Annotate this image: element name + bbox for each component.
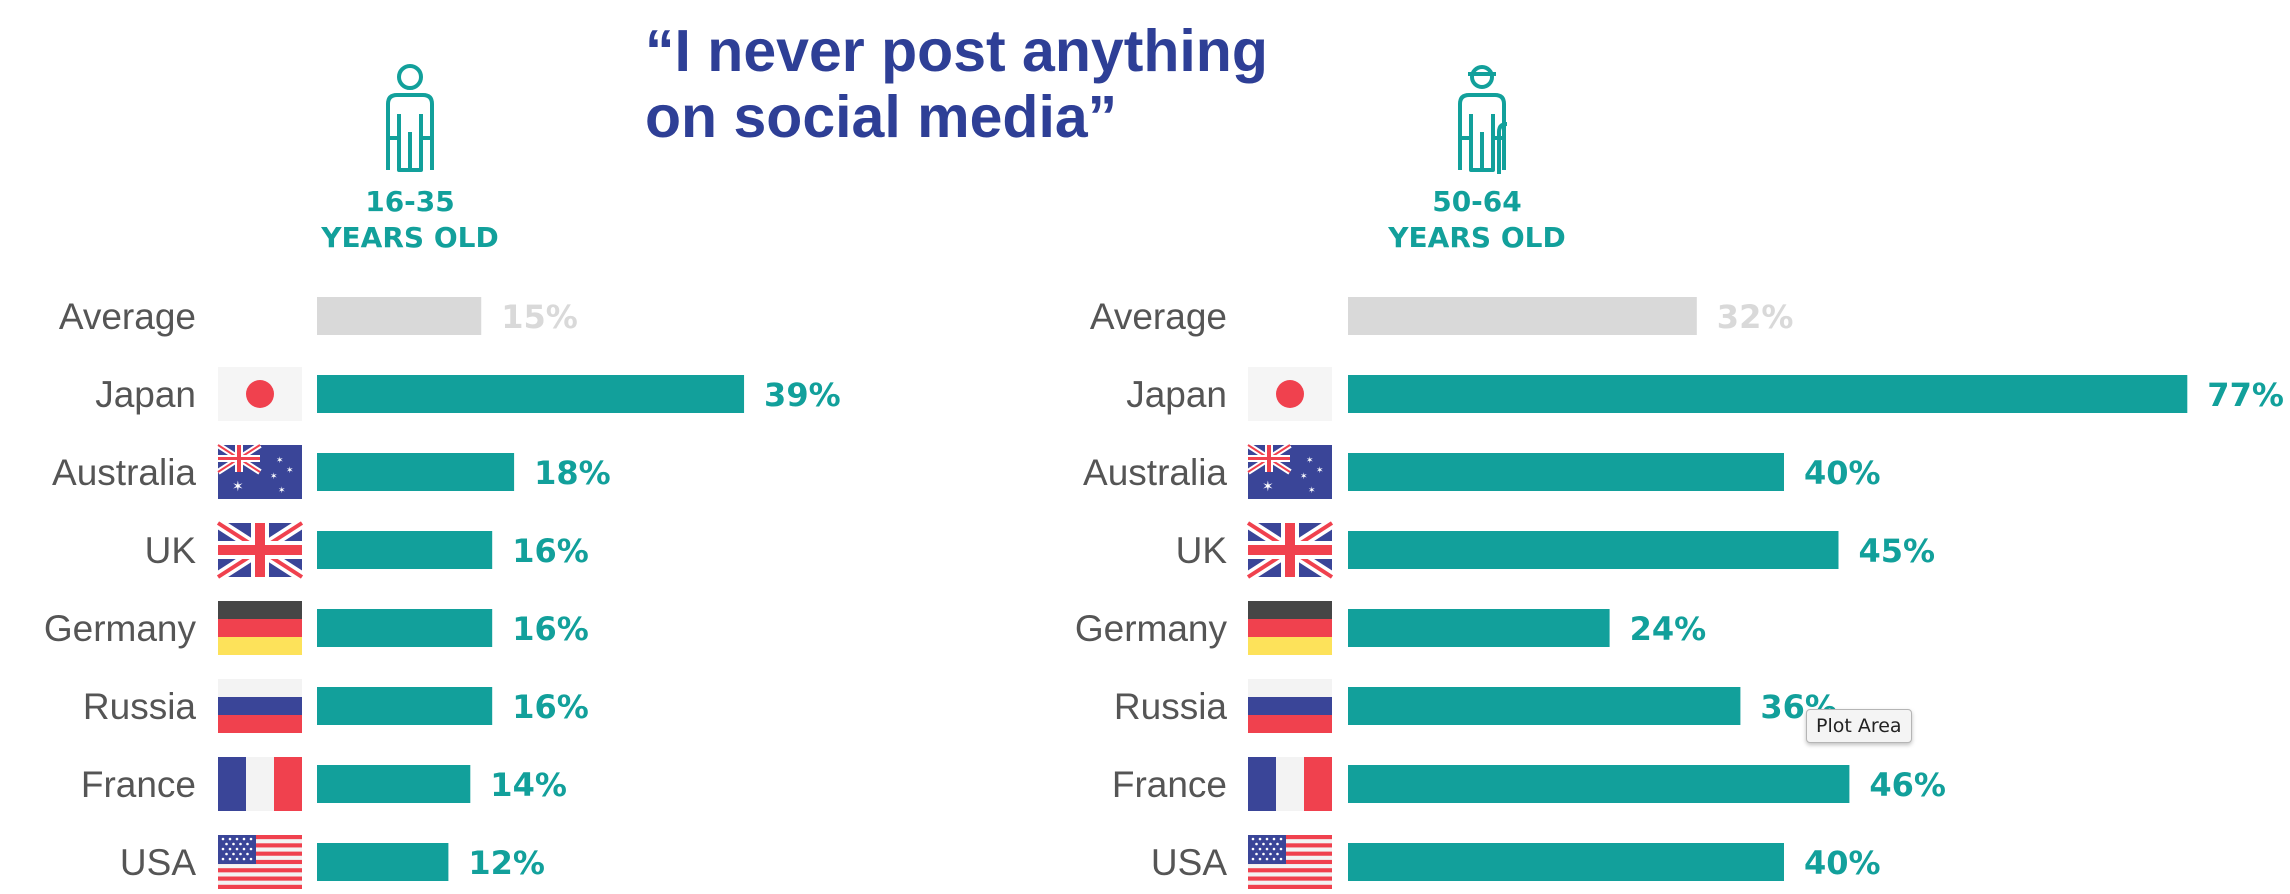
bar-australia	[317, 453, 515, 491]
category-label-australia: Australia	[52, 452, 196, 493]
category-label-germany: Germany	[1075, 608, 1228, 649]
plot-area-tooltip: Plot Area	[1806, 709, 1912, 743]
usa-flag-icon	[1248, 835, 1332, 889]
category-label-uk: UK	[145, 530, 197, 571]
bar-average	[317, 297, 482, 335]
age-range-right: 50-64	[1432, 185, 1522, 218]
value-label-japan: 39%	[764, 376, 841, 414]
chart-50-64: Average 32% Japan 77% Australia 40% UK 45% Germa…	[1075, 296, 2284, 889]
bar-japan	[1348, 375, 2188, 413]
bar-usa	[317, 843, 449, 881]
category-label-japan: Japan	[95, 374, 196, 415]
bar-germany	[317, 609, 493, 647]
age-suffix-left: YEARS OLD	[321, 221, 499, 254]
category-label-germany: Germany	[44, 608, 197, 649]
australia-flag-icon	[218, 445, 302, 499]
category-label-usa: USA	[1151, 842, 1227, 883]
older-person-with-cane-icon	[1458, 65, 1508, 174]
value-label-australia: 18%	[534, 454, 611, 492]
value-label-usa: 40%	[1804, 844, 1881, 882]
age-group-left: 16-35 YEARS OLD	[260, 184, 560, 256]
value-label-uk: 16%	[512, 532, 589, 570]
uk-flag-icon	[1248, 523, 1332, 577]
category-label-russia: Russia	[1114, 686, 1228, 727]
japan-flag-icon	[1248, 367, 1332, 421]
bar-germany	[1348, 609, 1610, 647]
value-label-usa: 12%	[468, 844, 545, 882]
value-label-france: 14%	[490, 766, 567, 804]
category-label-usa: USA	[120, 842, 196, 883]
age-group-right: 50-64 YEARS OLD	[1327, 184, 1627, 256]
value-label-japan: 77%	[2207, 376, 2284, 414]
value-label-average: 15%	[501, 298, 578, 336]
age-range-left: 16-35	[365, 185, 455, 218]
value-label-average: 32%	[1717, 298, 1794, 336]
japan-flag-icon	[218, 367, 302, 421]
germany-flag-icon	[218, 601, 302, 655]
bar-japan	[317, 375, 745, 413]
young-person-icon	[386, 64, 434, 172]
bar-russia	[1348, 687, 1741, 725]
chart-title: “I never post anything on social media”	[645, 18, 1268, 150]
category-label-france: France	[1112, 764, 1227, 805]
category-label-russia: Russia	[83, 686, 197, 727]
australia-flag-icon	[1248, 445, 1332, 499]
value-label-germany: 16%	[512, 610, 589, 648]
value-label-uk: 45%	[1859, 532, 1936, 570]
bar-uk	[1348, 531, 1839, 569]
category-label-average: Average	[59, 296, 196, 337]
category-label-france: France	[81, 764, 196, 805]
category-label-uk: UK	[1176, 530, 1228, 571]
value-label-australia: 40%	[1804, 454, 1881, 492]
france-flag-icon	[1248, 757, 1332, 811]
usa-flag-icon	[218, 835, 302, 889]
age-suffix-right: YEARS OLD	[1388, 221, 1566, 254]
bar-russia	[317, 687, 493, 725]
title-line-2: on social media”	[645, 84, 1118, 150]
bar-usa	[1348, 843, 1784, 881]
russia-flag-icon	[218, 679, 302, 733]
germany-flag-icon	[1248, 601, 1332, 655]
uk-flag-icon	[218, 523, 302, 577]
category-label-average: Average	[1090, 296, 1227, 337]
bar-france	[1348, 765, 1850, 803]
chart-16-35: Average 15% Japan 39% Australia 18% UK 16% Germa…	[44, 296, 841, 889]
value-label-russia: 16%	[512, 688, 589, 726]
france-flag-icon	[218, 757, 302, 811]
bar-france	[317, 765, 471, 803]
value-label-france: 46%	[1869, 766, 1946, 804]
value-label-germany: 24%	[1630, 610, 1707, 648]
title-line-1: “I never post anything	[645, 18, 1268, 84]
bar-average	[1348, 297, 1697, 335]
bar-uk	[317, 531, 493, 569]
bar-australia	[1348, 453, 1784, 491]
category-label-australia: Australia	[1083, 452, 1227, 493]
russia-flag-icon	[1248, 679, 1332, 733]
category-label-japan: Japan	[1126, 374, 1227, 415]
